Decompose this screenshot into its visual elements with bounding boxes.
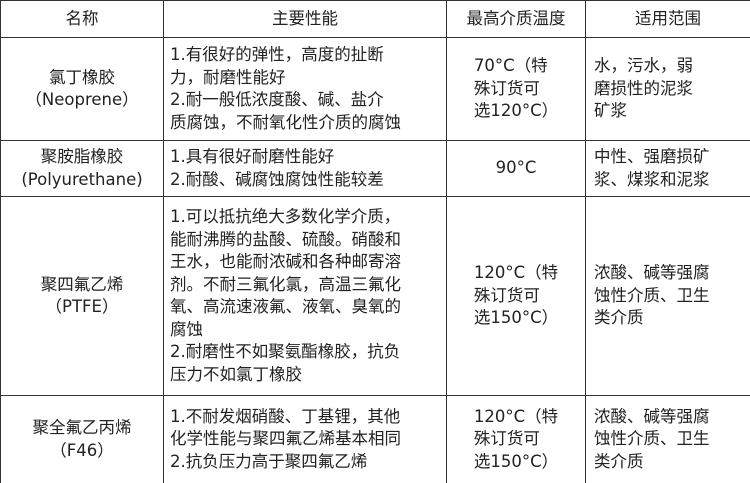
text-line: 120°C（特: [473, 406, 559, 426]
cell-text: 浓酸、碱等强腐 蚀性介质、卫生 类介质: [594, 262, 744, 330]
table-cell: 1.有很好的弹性，高度的扯断 力，耐磨性能好 2.耐一般低浓度酸、碱、盐介 质腐蚀，不…: [163, 37, 447, 141]
text-line: （Neoprene）: [25, 90, 139, 109]
text-line: 浆、煤浆和泥浆: [594, 169, 710, 189]
cell-text: 90°C: [496, 157, 537, 180]
table-row: 聚全氟乙丙烯 （F46） 1.不耐发烟硝酸、丁基锂，其他 化学性能与聚四氟乙烯基本相同…: [0, 395, 750, 483]
header-cell: 名称: [0, 0, 164, 38]
text-line: （F46）: [50, 440, 114, 460]
header-cell: 最高介质温度: [446, 0, 586, 38]
table-cell: 氯丁橡胶 （Neoprene）: [0, 37, 164, 141]
text-line: 氯丁橡胶: [49, 67, 115, 87]
text-line: 压力不如氯丁橡胶: [170, 364, 302, 384]
cell-text: 中性、强磨损矿 浆、煤浆和泥浆: [594, 146, 744, 191]
table-cell: 1.可以抵抗绝大多数化学介质， 能耐沸腾的盐酸、硫酸。硝酸和 王水，也能耐浓碱和各种…: [163, 196, 447, 396]
table-cell: 聚胺脂橡胶 (Polyurethane): [0, 140, 164, 197]
text-line: 1.不耐发烟硝酸、丁基锂，其他: [170, 406, 401, 426]
cell-text: 浓酸、碱等强腐 蚀性介质、卫生 类介质: [594, 406, 744, 474]
text-line: 2.耐磨性不如聚氨酯橡胶，抗负: [170, 342, 401, 361]
text-line: 磨损性的泥浆: [594, 78, 693, 98]
text-line: (Polyurethane): [21, 169, 143, 189]
text-line: 70°C（特: [473, 56, 548, 76]
text-line: 聚四氟乙烯: [40, 274, 124, 294]
cell-text: 1.有很好的弹性，高度的扯断 力，耐磨性能好 2.耐一般低浓度酸、碱、盐介 质腐蚀，不…: [170, 44, 440, 134]
text-line: （PTFE）: [45, 297, 119, 316]
text-line: 氧、高流速液氟、液氧、臭氧的: [170, 297, 401, 316]
text-line: 聚胺脂橡胶: [40, 147, 124, 166]
table-row: 聚胺脂橡胶 (Polyurethane) 1.具有很好耐磨性能好 2.耐酸、碱腐蚀腐蚀…: [0, 140, 750, 197]
text-line: 90°C: [495, 158, 537, 178]
cell-text: 70°C（特 殊订货可选120°C）: [474, 55, 558, 123]
text-line: 殊订货可: [473, 78, 540, 98]
header-cell: 主要性能: [163, 0, 447, 38]
text-line: 类介质: [594, 451, 644, 471]
text-line: 腐蚀: [170, 319, 203, 339]
cell-text: 氯丁橡胶 （Neoprene）: [7, 67, 157, 112]
text-line: 水，污水，弱: [594, 56, 693, 76]
table-cell: 1.不耐发烟硝酸、丁基锂，其他 化学性能与聚四氟乙烯基本相同 2.抗负压力高于聚四氟…: [163, 395, 447, 483]
text-line: 类介质: [594, 308, 644, 328]
table-cell: 90°C: [446, 140, 586, 197]
text-line: 殊订货可: [473, 429, 540, 449]
text-line: 2.耐酸、碱腐蚀腐蚀性能较差: [170, 169, 384, 189]
text-line: 质腐蚀，不耐氧化性介质的腐蚀: [170, 112, 401, 132]
table-cell: 120°C（特 殊订货可 选150°C）: [446, 395, 586, 483]
text-line: 中性、强磨损矿: [594, 147, 710, 166]
table-cell: 聚全氟乙丙烯 （F46）: [0, 395, 164, 483]
table-cell: 70°C（特 殊订货可选120°C）: [446, 37, 586, 141]
table-cell: 120°C（特 殊订货可选150°C）: [446, 196, 586, 396]
table-cell: 浓酸、碱等强腐 蚀性介质、卫生 类介质: [585, 196, 750, 396]
text-line: 1.具有很好耐磨性能好: [170, 147, 335, 166]
table-cell: 1.具有很好耐磨性能好 2.耐酸、碱腐蚀腐蚀性能较差: [163, 140, 447, 197]
text-line: 2.抗负压力高于聚四氟乙烯: [170, 451, 368, 471]
text-line: 化学性能与聚四氟乙烯基本相同: [170, 429, 401, 449]
cell-text: 聚胺脂橡胶 (Polyurethane): [7, 146, 157, 191]
text-line: 浓酸、碱等强腐: [594, 263, 710, 283]
cell-text: 聚全氟乙丙烯 （F46）: [7, 417, 157, 462]
text-line: 矿浆: [594, 101, 627, 121]
header-cell: 适用范围: [585, 0, 750, 38]
table-row: 氯丁橡胶 （Neoprene） 1.有很好的弹性，高度的扯断 力，耐磨性能好 2.耐一般…: [0, 37, 750, 141]
text-line: 殊订货可: [473, 285, 540, 305]
text-line: 能耐沸腾的盐酸、硫酸。硝酸和: [170, 229, 401, 249]
cell-text: 聚四氟乙烯 （PTFE）: [7, 274, 157, 319]
table-cell: 聚四氟乙烯 （PTFE）: [0, 196, 164, 396]
table-cell: 水，污水，弱 磨损性的泥浆 矿浆: [585, 37, 750, 141]
text-line: 选150°C）: [473, 308, 559, 328]
text-line: 1.有很好的弹性，高度的扯断: [170, 45, 384, 64]
text-line: 力，耐磨性能好: [170, 67, 286, 87]
text-line: 聚全氟乙丙烯: [32, 418, 132, 437]
cell-text: 水，污水，弱 磨损性的泥浆 矿浆: [594, 55, 744, 123]
text-line: 选150°C）: [473, 451, 559, 471]
cell-text: 120°C（特 殊订货可选150°C）: [474, 262, 558, 330]
text-line: 浓酸、碱等强腐: [594, 406, 710, 426]
text-line: 蚀性介质、卫生: [594, 429, 710, 449]
table-cell: 中性、强磨损矿 浆、煤浆和泥浆: [585, 140, 750, 197]
text-line: 剂。不耐三氟化氯，高温三氟化: [170, 274, 401, 294]
header-row: 名称 主要性能 最高介质温度 适用范围: [0, 0, 750, 38]
text-line: 2.耐一般低浓度酸、碱、盐介: [170, 90, 384, 109]
text-line: 1.可以抵抗绝大多数化学介质，: [170, 207, 401, 226]
text-line: 120°C（特: [473, 263, 559, 283]
text-line: 蚀性介质、卫生: [594, 285, 710, 305]
cell-text: 1.不耐发烟硝酸、丁基锂，其他 化学性能与聚四氟乙烯基本相同 2.抗负压力高于聚四氟…: [170, 406, 440, 474]
table-row: 聚四氟乙烯 （PTFE） 1.可以抵抗绝大多数化学介质， 能耐沸腾的盐酸、硫酸。硝酸和…: [0, 196, 750, 396]
cell-text: 1.可以抵抗绝大多数化学介质， 能耐沸腾的盐酸、硫酸。硝酸和 王水，也能耐浓碱和各种…: [170, 206, 440, 386]
cell-text: 1.具有很好耐磨性能好 2.耐酸、碱腐蚀腐蚀性能较差: [170, 146, 440, 191]
table-cell: 浓酸、碱等强腐 蚀性介质、卫生 类介质: [585, 395, 750, 483]
cell-text: 120°C（特 殊订货可 选150°C）: [474, 406, 558, 474]
text-line: 王水，也能耐浓碱和各种邮寄溶: [170, 252, 401, 271]
text-line: 选120°C）: [473, 101, 559, 121]
